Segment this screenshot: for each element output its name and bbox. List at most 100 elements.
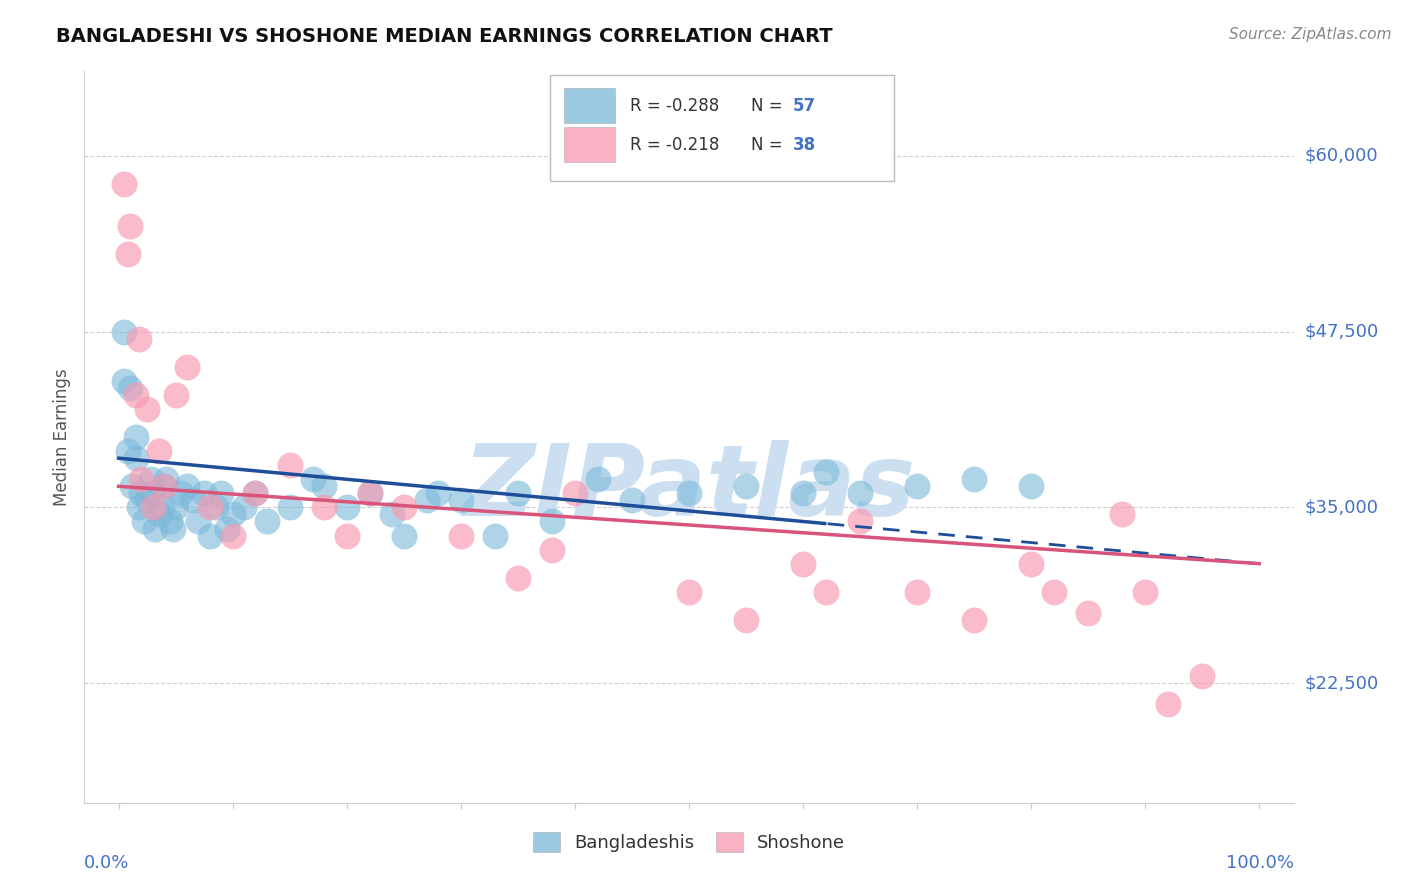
Point <box>128 500 150 515</box>
Point <box>245 486 267 500</box>
Point <box>170 486 193 500</box>
Text: 38: 38 <box>793 136 815 153</box>
Text: 0.0%: 0.0% <box>84 854 129 872</box>
Point <box>198 528 221 542</box>
Point <box>849 486 872 500</box>
Point <box>963 472 986 486</box>
Text: R = -0.288: R = -0.288 <box>630 96 718 115</box>
Point <box>814 465 837 479</box>
Point <box>1111 508 1133 522</box>
Point <box>148 508 170 522</box>
Point <box>792 486 814 500</box>
Point <box>278 500 301 515</box>
Point <box>150 500 173 515</box>
Point <box>678 584 700 599</box>
Point <box>849 515 872 529</box>
Point <box>792 557 814 571</box>
Point <box>359 486 381 500</box>
Point <box>381 508 404 522</box>
Point <box>905 584 928 599</box>
Point <box>336 500 359 515</box>
Point <box>142 486 165 500</box>
Point <box>1135 584 1157 599</box>
Point <box>117 444 139 458</box>
Point <box>541 542 564 557</box>
Point <box>301 472 323 486</box>
Point <box>678 486 700 500</box>
Point <box>193 486 215 500</box>
Point <box>506 571 529 585</box>
Point <box>312 500 335 515</box>
Point <box>620 493 643 508</box>
Point <box>905 479 928 493</box>
Point <box>131 472 153 486</box>
Point <box>136 401 159 416</box>
Point <box>450 528 472 542</box>
Y-axis label: Median Earnings: Median Earnings <box>53 368 72 506</box>
Point <box>159 515 181 529</box>
Text: $22,500: $22,500 <box>1305 674 1379 692</box>
Point <box>484 528 506 542</box>
Point <box>1191 669 1213 683</box>
Point <box>415 493 437 508</box>
Point <box>117 247 139 261</box>
Point <box>187 515 209 529</box>
Text: Source: ZipAtlas.com: Source: ZipAtlas.com <box>1229 27 1392 42</box>
Text: 57: 57 <box>793 96 815 115</box>
Legend: Bangladeshis, Shoshone: Bangladeshis, Shoshone <box>526 824 852 860</box>
Point <box>392 528 415 542</box>
Point <box>125 388 148 402</box>
Point <box>128 332 150 346</box>
Point <box>209 486 232 500</box>
Point <box>450 493 472 508</box>
Point <box>541 515 564 529</box>
Point <box>176 479 198 493</box>
Point <box>245 486 267 500</box>
Point <box>735 613 758 627</box>
Point <box>814 584 837 599</box>
FancyBboxPatch shape <box>564 88 616 123</box>
Text: ZIPatlas: ZIPatlas <box>463 440 915 537</box>
Point <box>162 521 184 535</box>
Point <box>181 493 204 508</box>
Point <box>112 177 135 191</box>
Point <box>564 486 586 500</box>
Point <box>112 325 135 339</box>
Point <box>735 479 758 493</box>
Point <box>125 451 148 466</box>
Text: $35,000: $35,000 <box>1305 499 1379 516</box>
Point <box>1157 698 1180 712</box>
Text: $47,500: $47,500 <box>1305 323 1379 341</box>
FancyBboxPatch shape <box>550 75 894 181</box>
Point <box>131 486 153 500</box>
Point <box>148 444 170 458</box>
Point <box>586 472 609 486</box>
Point <box>215 521 238 535</box>
Point <box>118 381 141 395</box>
Text: $60,000: $60,000 <box>1305 147 1378 165</box>
Point <box>392 500 415 515</box>
Text: N =: N = <box>751 136 787 153</box>
Point <box>359 486 381 500</box>
Point <box>118 219 141 233</box>
FancyBboxPatch shape <box>564 127 616 162</box>
Point <box>204 500 226 515</box>
Point <box>336 528 359 542</box>
Point <box>1077 606 1099 620</box>
Point <box>176 359 198 374</box>
Text: R = -0.218: R = -0.218 <box>630 136 718 153</box>
Point <box>506 486 529 500</box>
Point <box>221 528 243 542</box>
Point <box>165 388 187 402</box>
Point <box>312 479 335 493</box>
Text: 100.0%: 100.0% <box>1226 854 1294 872</box>
Point <box>143 521 166 535</box>
Point <box>256 515 278 529</box>
Point <box>278 458 301 473</box>
Point <box>125 430 148 444</box>
Point <box>132 515 155 529</box>
Text: N =: N = <box>751 96 787 115</box>
Point <box>142 500 165 515</box>
Point <box>233 500 256 515</box>
Point <box>427 486 450 500</box>
